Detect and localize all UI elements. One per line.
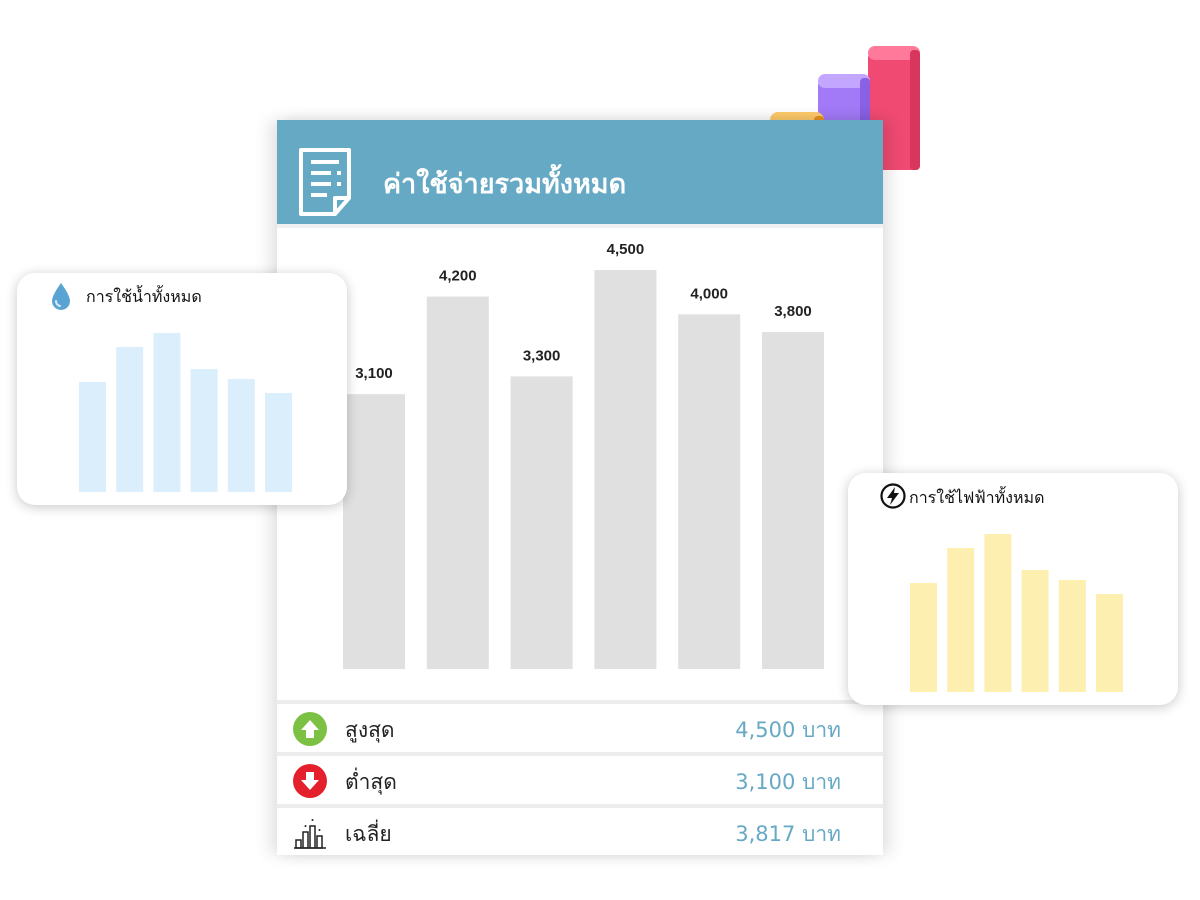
bar-value-label: 3,300	[523, 347, 561, 364]
usage-bar	[984, 534, 1011, 692]
stat-row-min: ต่ำสุด 3,100 บาท	[277, 756, 883, 804]
stat-label: สูงสุด	[345, 714, 395, 747]
expense-bar	[678, 314, 740, 669]
bar-value-label: 4,000	[690, 285, 728, 302]
stat-label: เฉลี่ย	[345, 818, 392, 851]
usage-bar	[910, 583, 937, 692]
usage-bar	[265, 393, 292, 492]
stat-label: ต่ำสุด	[345, 766, 397, 799]
bar-value-label: 3,100	[355, 365, 393, 382]
usage-bar	[1022, 570, 1049, 692]
expense-bar	[511, 376, 573, 669]
usage-bar	[79, 382, 106, 492]
bar-value-label: 4,500	[607, 241, 645, 258]
usage-bar	[153, 333, 180, 492]
stat-value: 4,500 บาท	[735, 714, 841, 747]
expense-bar	[762, 332, 824, 669]
stat-value: 3,100 บาท	[735, 766, 841, 799]
usage-bar	[116, 347, 143, 492]
electricity-bar-chart	[848, 473, 1178, 705]
stat-row-max: สูงสุด 4,500 บาท	[277, 704, 883, 752]
usage-bar	[1096, 594, 1123, 692]
expense-bar	[427, 297, 489, 669]
usage-bar	[947, 548, 974, 692]
expense-card: ค่าใช้จ่ายรวมทั้งหมด 3,100 4,200 3,300 4,50…	[277, 120, 883, 855]
bar-value-label: 3,800	[774, 303, 812, 320]
bar-chart-icon	[293, 816, 327, 850]
usage-bar	[191, 369, 218, 492]
arrow-down-circle-icon	[293, 764, 327, 798]
expense-bar	[594, 270, 656, 669]
arrow-up-circle-icon	[293, 712, 327, 746]
stat-row-average: เฉลี่ย 3,817 บาท	[277, 808, 883, 855]
usage-bar	[1059, 580, 1086, 692]
usage-bar	[228, 379, 255, 492]
water-bar-chart	[17, 273, 347, 505]
expense-bar	[343, 394, 405, 669]
bar-value-label: 4,200	[439, 268, 477, 285]
electricity-usage-card: การใช้ไฟฟ้าทั้งหมด	[848, 473, 1178, 705]
stat-value: 3,817 บาท	[735, 818, 841, 851]
water-usage-card: การใช้น้ำทั้งหมด	[17, 273, 347, 505]
expense-bar-chart: 3,100 4,200 3,300 4,500 4,000 3,800	[277, 120, 883, 700]
